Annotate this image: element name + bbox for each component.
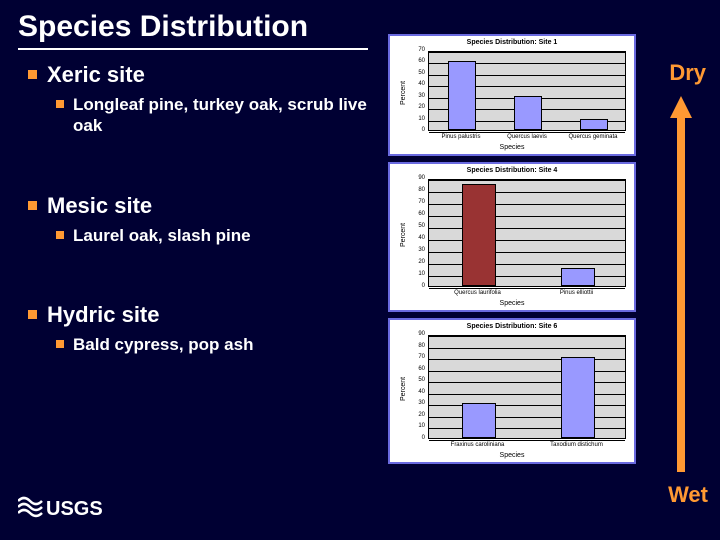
xlabel: Species	[390, 144, 634, 151]
ytick: 30	[411, 93, 425, 99]
bar	[462, 184, 496, 286]
chart-card-1: Species Distribution: Site 4 0 10 20 30 40 50 6…	[388, 162, 636, 312]
ytick: 70	[411, 199, 425, 205]
ytick: 60	[411, 211, 425, 217]
bullet-label: Mesic site	[47, 193, 152, 219]
ytick: 50	[411, 70, 425, 76]
ytick: 20	[411, 259, 425, 265]
bar	[514, 96, 542, 130]
subbullet-label: Laurel oak, slash pine	[73, 225, 251, 246]
ylabel: Percent	[400, 81, 407, 105]
xtick: Fraxinus caroliniana	[451, 442, 505, 448]
ytick: 60	[411, 58, 425, 64]
bar	[580, 119, 608, 130]
chart-title: Species Distribution: Site 4	[390, 164, 634, 174]
charts-column: Species Distribution: Site 1 0 10 20 30 40 50 6…	[388, 34, 636, 470]
ytick: 70	[411, 47, 425, 53]
xtick: Quercus laevis	[507, 134, 547, 140]
ytick: 0	[411, 283, 425, 289]
ytick: 40	[411, 389, 425, 395]
xtick: Pinus palustris	[441, 134, 480, 140]
chart-title: Species Distribution: Site 1	[390, 36, 634, 46]
subbullet-label: Longleaf pine, turkey oak, scrub live oa…	[73, 94, 368, 137]
ytick: 10	[411, 116, 425, 122]
bullet-mesic: Mesic site	[28, 193, 368, 219]
ytick: 80	[411, 343, 425, 349]
ytick: 10	[411, 271, 425, 277]
bullet-label: Xeric site	[47, 62, 145, 88]
plot-area	[428, 335, 626, 439]
bullet-icon	[28, 70, 37, 79]
ytick: 40	[411, 81, 425, 87]
ytick: 20	[411, 412, 425, 418]
gradient-arrow-icon	[670, 96, 692, 472]
bullet-list: Xeric site Longleaf pine, turkey oak, sc…	[28, 62, 368, 355]
bullet-label: Hydric site	[47, 302, 160, 328]
bar	[561, 268, 595, 286]
gradient-top-label: Dry	[669, 60, 706, 86]
xtick: Quercus geminata	[568, 134, 617, 140]
ytick: 50	[411, 223, 425, 229]
slide-title: Species Distribution	[18, 10, 308, 44]
xtick: Quercus laurifolia	[454, 290, 501, 296]
bullet-icon	[56, 340, 64, 348]
chart-card-2: Species Distribution: Site 6 0 10 20 30 40 50 6…	[388, 318, 636, 464]
xlabel: Species	[390, 300, 634, 307]
chart-title: Species Distribution: Site 6	[390, 320, 634, 330]
subbullet-mesic: Laurel oak, slash pine	[56, 225, 368, 246]
ytick: 30	[411, 400, 425, 406]
bullet-icon	[56, 100, 64, 108]
ytick: 80	[411, 187, 425, 193]
ytick: 70	[411, 354, 425, 360]
subbullet-xeric: Longleaf pine, turkey oak, scrub live oa…	[56, 94, 368, 137]
plot-area	[428, 179, 626, 287]
bar	[462, 403, 496, 438]
ytick: 90	[411, 331, 425, 337]
bullet-xeric: Xeric site	[28, 62, 368, 88]
ytick: 90	[411, 175, 425, 181]
svg-text:USGS: USGS	[46, 498, 103, 520]
ytick: 10	[411, 423, 425, 429]
ytick: 0	[411, 127, 425, 133]
usgs-logo-icon: USGS	[18, 491, 106, 526]
gradient-bottom-label: Wet	[668, 482, 708, 508]
title-underline	[18, 48, 368, 50]
subbullet-hydric: Bald cypress, pop ash	[56, 334, 368, 355]
bullet-icon	[28, 201, 37, 210]
bar	[561, 357, 595, 438]
ytick: 60	[411, 366, 425, 372]
ytick: 40	[411, 235, 425, 241]
bullet-icon	[28, 310, 37, 319]
ytick: 50	[411, 377, 425, 383]
xlabel: Species	[390, 452, 634, 459]
chart-card-0: Species Distribution: Site 1 0 10 20 30 40 50 6…	[388, 34, 636, 156]
subbullet-label: Bald cypress, pop ash	[73, 334, 253, 355]
ytick: 0	[411, 435, 425, 441]
bar	[448, 61, 476, 130]
plot-area	[428, 51, 626, 131]
ylabel: Percent	[400, 377, 407, 401]
bullet-hydric: Hydric site	[28, 302, 368, 328]
xtick: Taxodium distichum	[550, 442, 603, 448]
ytick: 30	[411, 247, 425, 253]
xtick: Pinus elliottii	[560, 290, 593, 296]
bullet-icon	[56, 231, 64, 239]
ytick: 20	[411, 104, 425, 110]
ylabel: Percent	[400, 223, 407, 247]
